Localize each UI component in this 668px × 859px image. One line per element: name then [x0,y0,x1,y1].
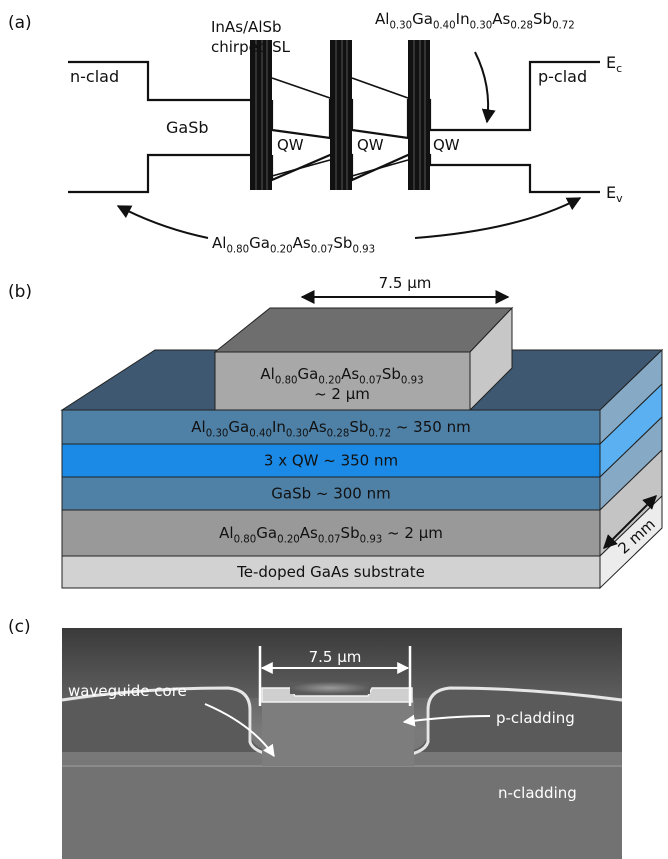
layer-upper-barrier-front [61,409,601,445]
layer-gasb-label: GaSb ~ 300 nm [271,485,390,503]
ridge-thickness-label: ~ 2 μm [314,385,370,403]
p-cladding-arrow [402,714,491,727]
sl-envelope-4 [351,159,409,177]
sl-label-line2: chirped SL [211,38,291,56]
sem-edge-left [61,686,283,758]
sem-width-label: 7.5 μm [309,648,362,666]
sem-lower-band [62,766,622,859]
sl-label-line1: InAs/AlSb [211,18,282,36]
ridge-top [213,307,514,353]
panel-c-sem-image: (c) 7.5 μm waveguide core p-cladding n-c… [8,617,623,859]
cladding-composition-label: Al0.80Ga0.20As0.07Sb0.93 [212,234,375,256]
layer-upper-barrier-label: Al0.30Ga0.40In0.30As0.28Sb0.72 ~ 350 nm [191,418,470,440]
sem-ridge-cap [290,682,370,694]
layer-lower-clad-label: Al0.80Ga0.20As0.07Sb0.93 ~ 2 μm [219,524,443,546]
clad-arrow-right [414,197,582,239]
conduction-band-edge [68,60,250,102]
valence-band-edge [68,153,250,194]
layer-gasb-front [61,476,601,511]
p-clad-label: p-clad [538,67,587,86]
valence-band-qw-region [270,153,600,194]
barrier-arrow [474,51,496,124]
layer-substrate-front [61,555,601,589]
sem-etch-right [400,690,622,752]
barrier-composition-label: Al0.30Ga0.40In0.30As0.28Sb0.72 [375,10,575,32]
superlattice-2 [330,40,352,190]
gasb-label: GaSb [166,118,209,137]
waveguide-core-arrow [204,703,275,757]
layer-substrate-label: Te-doped GaAs substrate [236,563,425,581]
ec-label: Ec [606,53,622,75]
sem-ridge-top [261,687,413,703]
panel-a-label: (a) [8,13,32,33]
panel-b-label: (b) [8,282,32,302]
sem-etch-left [62,690,280,752]
qw-label-1: QW [277,136,304,154]
superlattice-1 [250,40,272,190]
superlattice-3 [408,40,430,190]
qw-label-2: QW [357,136,384,154]
panel-a-band-diagram: (a) n-clad p-cl [8,10,623,256]
layer-lower-clad-front [61,509,601,557]
qw-label-3: QW [433,136,460,154]
panel-c-label: (c) [8,617,31,637]
ridge-width-label: 7.5 μm [379,274,432,292]
sl-envelope-1 [271,77,331,99]
sl-envelope-2 [351,77,409,99]
ev-label: Ev [606,183,623,205]
ridge-composition-label: Al0.80Ga0.20As0.07Sb0.93 [260,365,423,387]
depth-arrow [603,495,657,549]
clad-arrow-left [116,205,209,239]
sl-envelope-3 [271,159,331,177]
panel-b-layer-stack: (b) 7.5 μm Al0.80Ga0.20As0.07Sb0.93 ~ 2 … [8,274,664,590]
ridge-front [214,351,471,411]
n-cladding-label: n-cladding [498,784,577,802]
sem-edge-right [397,686,623,758]
p-cladding-label: p-cladding [496,709,575,727]
n-clad-label: n-clad [70,67,119,86]
sem-ridge [262,700,414,766]
layer-qw-label: 3 x QW ~ 350 nm [264,452,398,470]
waveguide-core-label: waveguide core [68,682,187,700]
